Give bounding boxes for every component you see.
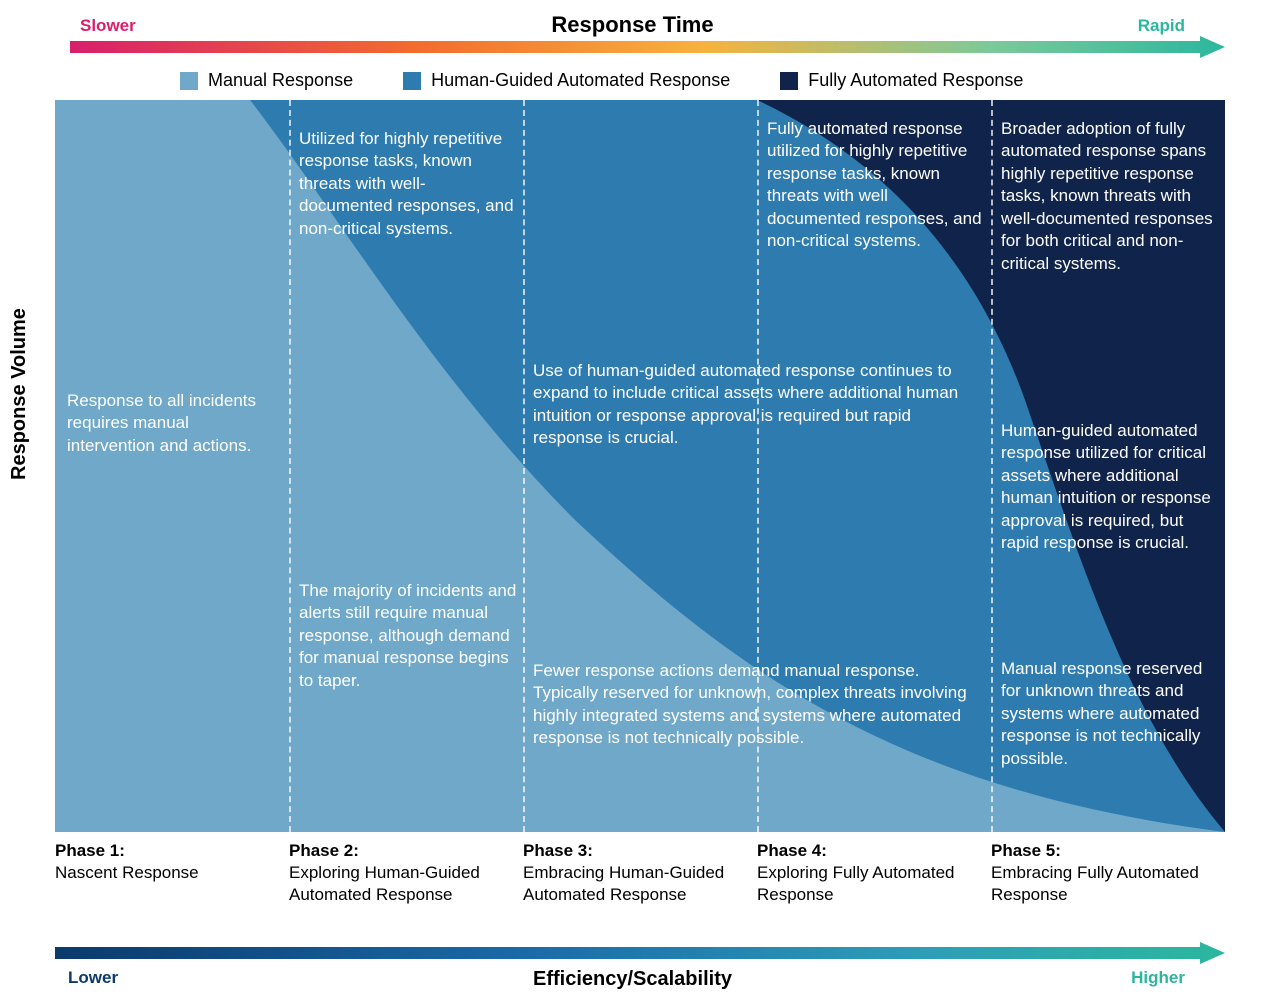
annotation-phase3-mid: Use of human-guided automated response c…: [533, 360, 973, 450]
annotation-phase2-top: Utilized for highly repetitive response …: [299, 128, 517, 240]
phase-subtitle: Embracing Human-Guided Automated Respons…: [523, 862, 743, 906]
phase-title: Phase 1:: [55, 840, 275, 862]
y-axis-label: Response Volume: [8, 308, 31, 480]
phase-5: Phase 5: Embracing Fully Automated Respo…: [991, 840, 1225, 906]
phase-subtitle: Embracing Fully Automated Response: [991, 862, 1211, 906]
top-axis-left-label: Slower: [80, 16, 136, 36]
annotation-phase4-top: Fully automated response utilized for hi…: [767, 118, 985, 253]
phase-subtitle: Exploring Human-Guided Automated Respons…: [289, 862, 509, 906]
phase-1: Phase 1: Nascent Response: [55, 840, 289, 906]
legend-label: Fully Automated Response: [808, 70, 1023, 91]
phase-subtitle: Exploring Fully Automated Response: [757, 862, 977, 906]
phase-title: Phase 2:: [289, 840, 509, 862]
top-gradient-arrow: [70, 36, 1225, 58]
legend-label: Manual Response: [208, 70, 353, 91]
legend-item-manual: Manual Response: [180, 70, 353, 91]
phase-title: Phase 3:: [523, 840, 743, 862]
top-axis-right-label: Rapid: [1138, 16, 1185, 36]
legend-swatch: [403, 72, 421, 90]
stacked-area-chart: Response to all incidents requires manua…: [55, 100, 1225, 832]
phase-labels: Phase 1: Nascent Response Phase 2: Explo…: [55, 840, 1225, 906]
legend-item-human-guided: Human-Guided Automated Response: [403, 70, 730, 91]
top-axis-title: Response Time: [0, 12, 1265, 38]
legend: Manual Response Human-Guided Automated R…: [180, 70, 1180, 91]
annotation-phase5-bottom: Manual response reserved for unknown thr…: [1001, 658, 1215, 770]
annotation-phase1-manual: Response to all incidents requires manua…: [67, 390, 267, 457]
legend-swatch: [180, 72, 198, 90]
phase-subtitle: Nascent Response: [55, 862, 275, 884]
phase-3: Phase 3: Embracing Human-Guided Automate…: [523, 840, 757, 906]
phase-title: Phase 5:: [991, 840, 1211, 862]
bottom-gradient-arrow: [55, 942, 1225, 964]
annotation-phase5-mid: Human-guided automated response utilized…: [1001, 420, 1215, 555]
legend-item-fully-automated: Fully Automated Response: [780, 70, 1023, 91]
annotation-phase3-bottom: Fewer response actions demand manual res…: [533, 660, 973, 750]
legend-swatch: [780, 72, 798, 90]
annotation-phase2-bottom: The majority of incidents and alerts sti…: [299, 580, 517, 692]
phase-4: Phase 4: Exploring Fully Automated Respo…: [757, 840, 991, 906]
legend-label: Human-Guided Automated Response: [431, 70, 730, 91]
annotation-phase5-top: Broader adoption of fully automated resp…: [1001, 118, 1215, 275]
phase-2: Phase 2: Exploring Human-Guided Automate…: [289, 840, 523, 906]
bottom-axis-title: Efficiency/Scalability: [0, 968, 1265, 991]
phase-title: Phase 4:: [757, 840, 977, 862]
